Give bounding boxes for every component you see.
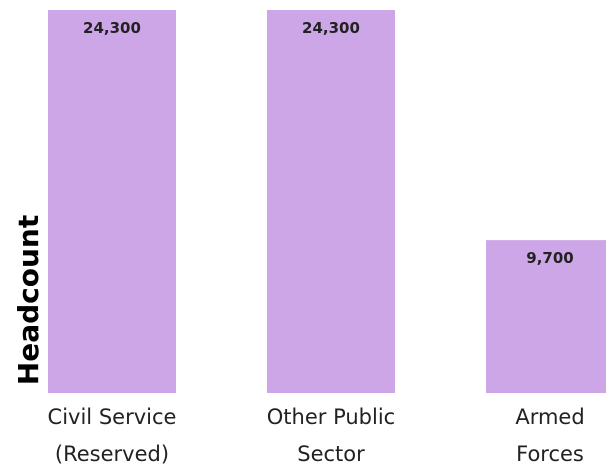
category-label-0-line-0: Civil Service xyxy=(48,405,177,429)
bar-2 xyxy=(486,240,606,393)
category-label-0-line-1: (Reserved) xyxy=(55,442,169,466)
bar-value-label-0: 24,300 xyxy=(83,19,141,37)
bar-1 xyxy=(267,10,395,393)
category-label-1-line-0: Other Public xyxy=(267,405,395,429)
y-axis-label: Headcount xyxy=(12,215,45,385)
bar-value-label-1: 24,300 xyxy=(302,19,360,37)
bar-value-label-2: 9,700 xyxy=(526,249,573,267)
bar-0 xyxy=(48,10,176,393)
category-label-1-line-1: Sector xyxy=(297,442,365,466)
category-label-2-line-1: Forces xyxy=(516,442,584,466)
category-label-2-line-0: Armed xyxy=(515,405,584,429)
